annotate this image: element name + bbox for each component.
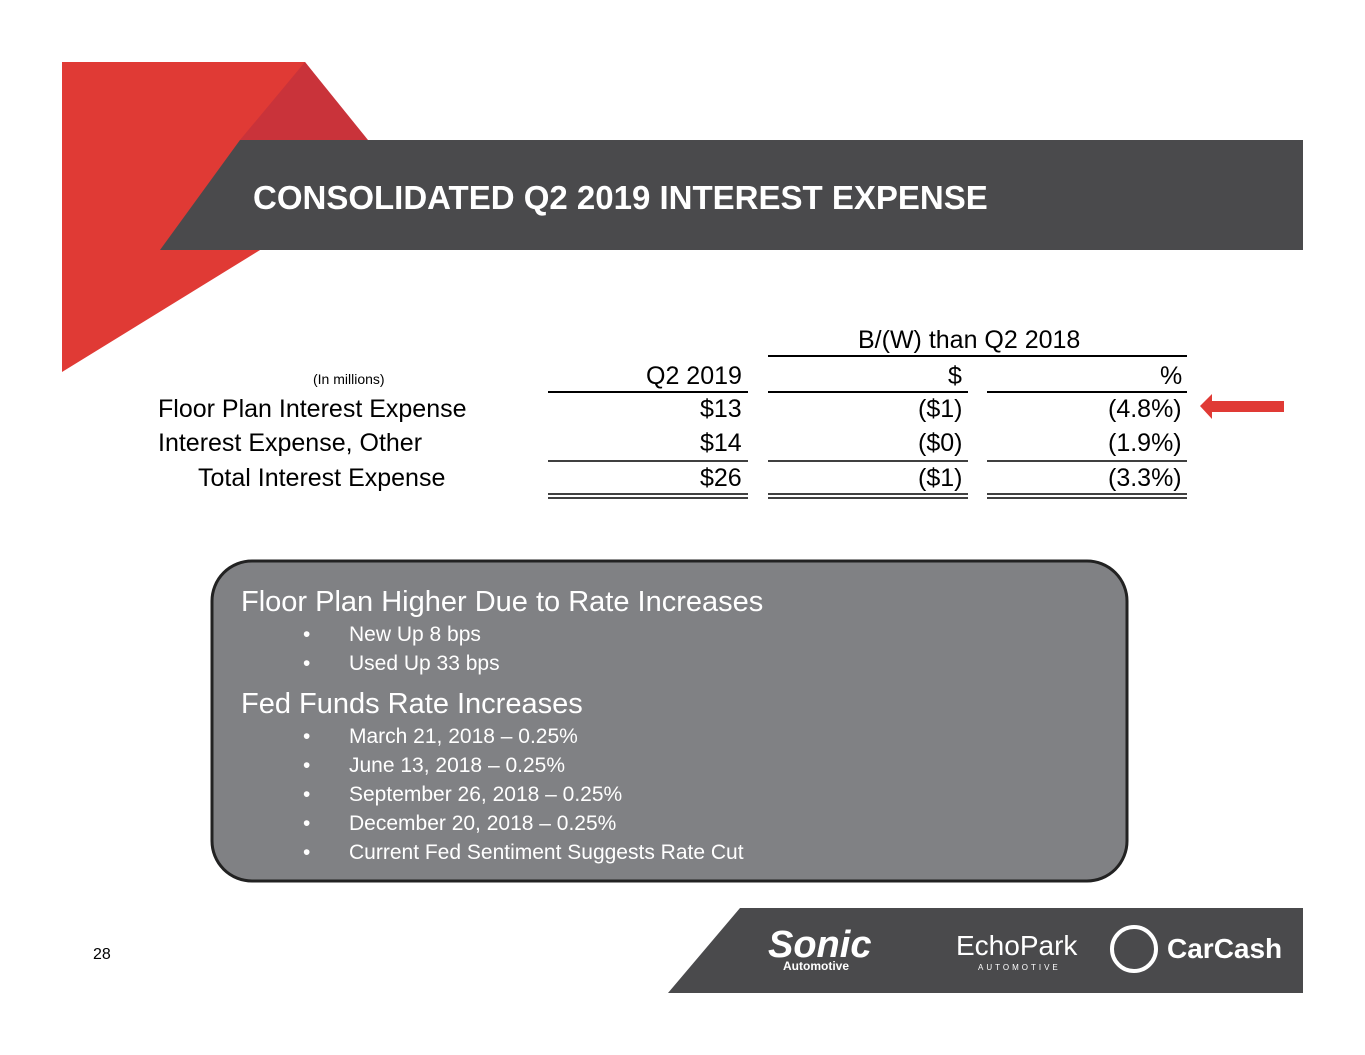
- cell: $13: [700, 395, 742, 423]
- carcash-icon: [1110, 925, 1158, 973]
- cell: $26: [700, 464, 742, 492]
- cell: $14: [700, 429, 742, 457]
- row-label: Total Interest Expense: [198, 464, 446, 492]
- title-band: [160, 140, 1303, 250]
- column-header: %: [1160, 362, 1183, 390]
- bullet-dot: •: [303, 652, 311, 675]
- logo-sonic: Sonic: [768, 924, 872, 966]
- cell: (4.8%): [1108, 395, 1182, 423]
- table-rules: [548, 355, 1187, 499]
- notes-box: [210, 559, 1129, 883]
- cell: (1.9%): [1108, 429, 1182, 457]
- bullet-dot: •: [303, 725, 311, 748]
- red-shade: [240, 62, 368, 140]
- row-label: Interest Expense, Other: [158, 429, 423, 457]
- cell: ($0): [918, 429, 963, 457]
- cell: ($1): [918, 395, 963, 423]
- note-heading: Fed Funds Rate Increases: [241, 688, 583, 720]
- note-bullet: Current Fed Sentiment Suggests Rate Cut: [349, 841, 744, 864]
- column-header: Q2 2019: [646, 362, 742, 390]
- page-number: 28: [93, 946, 111, 963]
- row-label: Floor Plan Interest Expense: [158, 395, 467, 423]
- bullet-dot: •: [303, 623, 311, 646]
- note-bullet: Used Up 33 bps: [349, 652, 500, 675]
- bullet-dot: •: [303, 754, 311, 777]
- logo-sonic-sub: Automotive: [783, 959, 849, 973]
- logo-echopark: EchoPark: [956, 930, 1078, 961]
- title: CONSOLIDATED Q2 2019 INTEREST EXPENSE: [253, 179, 988, 216]
- cell: ($1): [918, 464, 963, 492]
- note-bullet: New Up 8 bps: [349, 623, 481, 646]
- note-heading: Floor Plan Higher Due to Rate Increases: [241, 586, 764, 618]
- note-bullet: December 20, 2018 – 0.25%: [349, 812, 617, 835]
- bullet-dot: •: [303, 812, 311, 835]
- bullet-dot: •: [303, 841, 311, 864]
- group-header: B/(W) than Q2 2018: [858, 326, 1081, 354]
- cell: (3.3%): [1108, 464, 1182, 492]
- arrow: [1200, 394, 1284, 419]
- units: (In millions): [313, 371, 385, 387]
- note-bullet: June 13, 2018 – 0.25%: [349, 754, 566, 777]
- note-bullet: September 26, 2018 – 0.25%: [349, 783, 623, 806]
- note-bullet: March 21, 2018 – 0.25%: [349, 725, 578, 748]
- bullet-dot: •: [303, 783, 311, 806]
- logo-echopark-sub: AUTOMOTIVE: [978, 963, 1061, 972]
- column-header: $: [948, 362, 962, 390]
- logo-carcash: CarCash: [1167, 933, 1283, 964]
